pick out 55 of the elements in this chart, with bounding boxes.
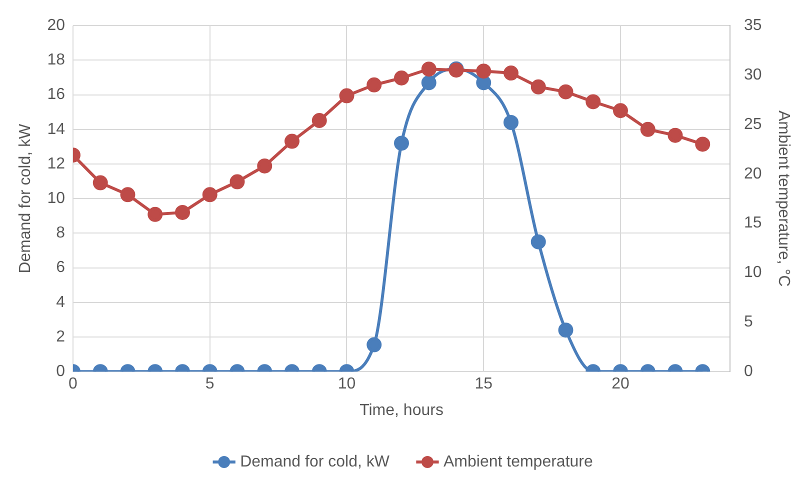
x-axis-title: Time, hours <box>360 402 444 419</box>
y2-tick-label: 20 <box>744 165 762 182</box>
y2-tick-label: 35 <box>744 17 762 34</box>
x-tick-label: 20 <box>612 376 630 393</box>
y2-axis-title: Ambient temperature, °C <box>774 110 792 287</box>
point <box>613 103 628 118</box>
y-tick-label: 8 <box>56 224 66 242</box>
y-tick-label: 12 <box>47 155 66 172</box>
x-tick-label: 5 <box>205 376 214 393</box>
point <box>120 187 136 202</box>
y2-tick-label: 0 <box>744 363 754 380</box>
y-tick-label: 2 <box>56 328 66 346</box>
y-axis-title: Demand for cold, kW <box>17 123 34 274</box>
point <box>202 187 218 202</box>
point <box>421 75 436 90</box>
point <box>668 128 683 143</box>
point <box>421 62 436 77</box>
y-tick-label: 0 <box>56 363 66 380</box>
y-tick-label: 10 <box>47 190 66 208</box>
point <box>476 75 492 90</box>
point <box>257 158 272 174</box>
y-tick-label: 4 <box>56 294 66 311</box>
point <box>92 175 108 190</box>
y2-tick-label: 15 <box>744 214 762 232</box>
point <box>530 79 546 94</box>
point <box>339 88 354 104</box>
point <box>148 206 163 222</box>
x-tick-label: 15 <box>474 376 493 393</box>
y2-tick-label: 5 <box>744 314 754 331</box>
point <box>230 174 245 190</box>
point <box>504 66 518 81</box>
point <box>366 77 382 92</box>
point <box>312 113 327 128</box>
y-tick-label: 18 <box>47 52 66 69</box>
x-tick-label: 0 <box>68 376 78 393</box>
point <box>476 64 492 79</box>
point <box>394 136 409 151</box>
point <box>586 94 601 110</box>
y2-tick-label: 25 <box>744 116 762 133</box>
y2-tick-label: 10 <box>744 264 762 282</box>
point <box>558 84 574 100</box>
point <box>640 122 656 137</box>
point <box>695 136 710 152</box>
legend-label: Demand for cold, kW <box>240 453 390 470</box>
legend-label: Ambient temperature <box>443 453 593 470</box>
y-tick-label: 6 <box>56 259 66 276</box>
x-tick-label: 10 <box>338 376 356 393</box>
y2-tick-label: 30 <box>744 66 762 84</box>
y-tick-label: 16 <box>47 86 66 104</box>
y-tick-label: 20 <box>47 17 66 34</box>
y-tick-label: 14 <box>47 120 66 138</box>
point <box>284 134 300 149</box>
point <box>175 204 190 220</box>
point <box>394 70 409 86</box>
point <box>504 114 518 130</box>
